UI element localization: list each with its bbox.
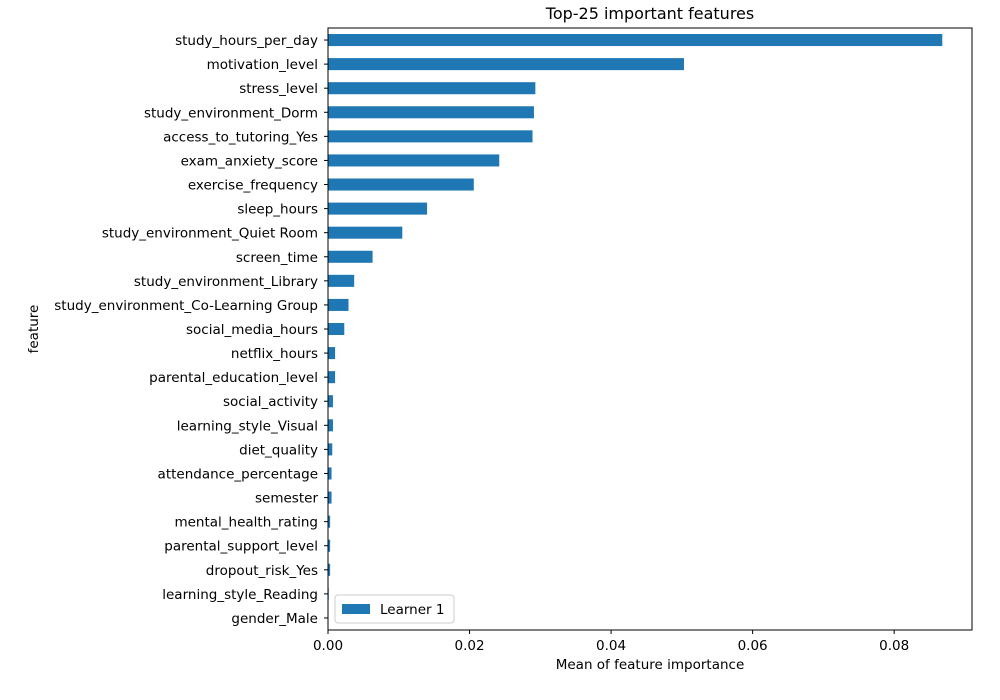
bar [328, 106, 534, 119]
y-tick-label: motivation_level [207, 57, 318, 73]
legend: Learner 1 [334, 594, 455, 624]
y-tick-label: social_activity [223, 394, 318, 410]
y-tick-label: dropout_risk_Yes [206, 563, 318, 579]
x-tick-label: 0.00 [313, 638, 343, 654]
x-axis-ticks: 0.00 0.02 0.04 0.06 0.08 [313, 630, 909, 654]
plot-frame [327, 27, 973, 631]
bar [328, 34, 943, 47]
bar [328, 419, 333, 432]
x-axis-title: Mean of feature importance [556, 657, 745, 673]
y-tick-label: exercise_frequency [188, 178, 318, 194]
bar [328, 467, 332, 480]
bar [328, 274, 355, 287]
bars-group [328, 34, 943, 600]
y-axis-ticks: study_hours_per_day motivation_levelstres… [54, 33, 328, 627]
y-tick-label: study_environment_Library [134, 274, 318, 290]
bar [328, 298, 349, 311]
x-tick-label: 0.04 [596, 638, 626, 654]
y-tick-label: study_environment_Co-Learning Group [54, 298, 318, 314]
bar [328, 58, 684, 71]
y-tick-label: study_hours_per_day [175, 33, 318, 49]
x-tick-label: 0.06 [738, 638, 768, 654]
bar [328, 539, 331, 552]
y-tick-label: netflix_hours [231, 346, 318, 362]
y-axis-title: feature [26, 305, 42, 354]
bar [328, 250, 373, 263]
y-tick-label: exam_anxiety_score [181, 153, 318, 169]
x-tick-label: 0.02 [455, 638, 485, 654]
y-tick-label: social_media_hours [186, 322, 318, 338]
y-tick-label: parental_support_level [164, 539, 318, 555]
bar [328, 443, 333, 456]
bar [328, 371, 336, 384]
bar [328, 154, 500, 167]
y-tick-label: access_to_tutoring_Yes [163, 129, 318, 145]
y-tick-label: attendance_percentage [158, 466, 318, 482]
y-tick-label: gender_Male [231, 611, 318, 627]
y-tick-label: parental_education_level [149, 370, 318, 386]
bar [328, 515, 331, 528]
y-tick-label: mental_health_rating [174, 515, 318, 531]
bar [328, 563, 331, 576]
legend-label: Learner 1 [380, 602, 444, 618]
y-tick-label: sleep_hours [237, 202, 318, 218]
y-tick-label: semester [255, 491, 318, 507]
bar [328, 322, 345, 336]
bar [328, 82, 536, 95]
y-tick-label: learning_style_Visual [177, 418, 318, 434]
y-tick-label: learning_style_Reading [162, 587, 318, 603]
bar [328, 491, 332, 504]
y-tick-label: diet_quality [239, 442, 318, 458]
legend-swatch [342, 604, 370, 614]
y-tick-label: study_environment_Quiet Room [102, 226, 318, 242]
y-tick-label: stress_level [239, 81, 318, 97]
bar [328, 178, 474, 191]
bar [328, 202, 428, 215]
legend-frame [334, 594, 455, 624]
bar [328, 226, 403, 239]
x-tick-label: 0.08 [879, 638, 909, 654]
bar [328, 347, 336, 360]
y-tick-label: study_environment_Dorm [144, 105, 318, 121]
bar [328, 130, 533, 143]
bar [328, 395, 333, 408]
y-tick-label: screen_time [236, 250, 318, 266]
chart-title: Top-25 important features [545, 4, 754, 23]
